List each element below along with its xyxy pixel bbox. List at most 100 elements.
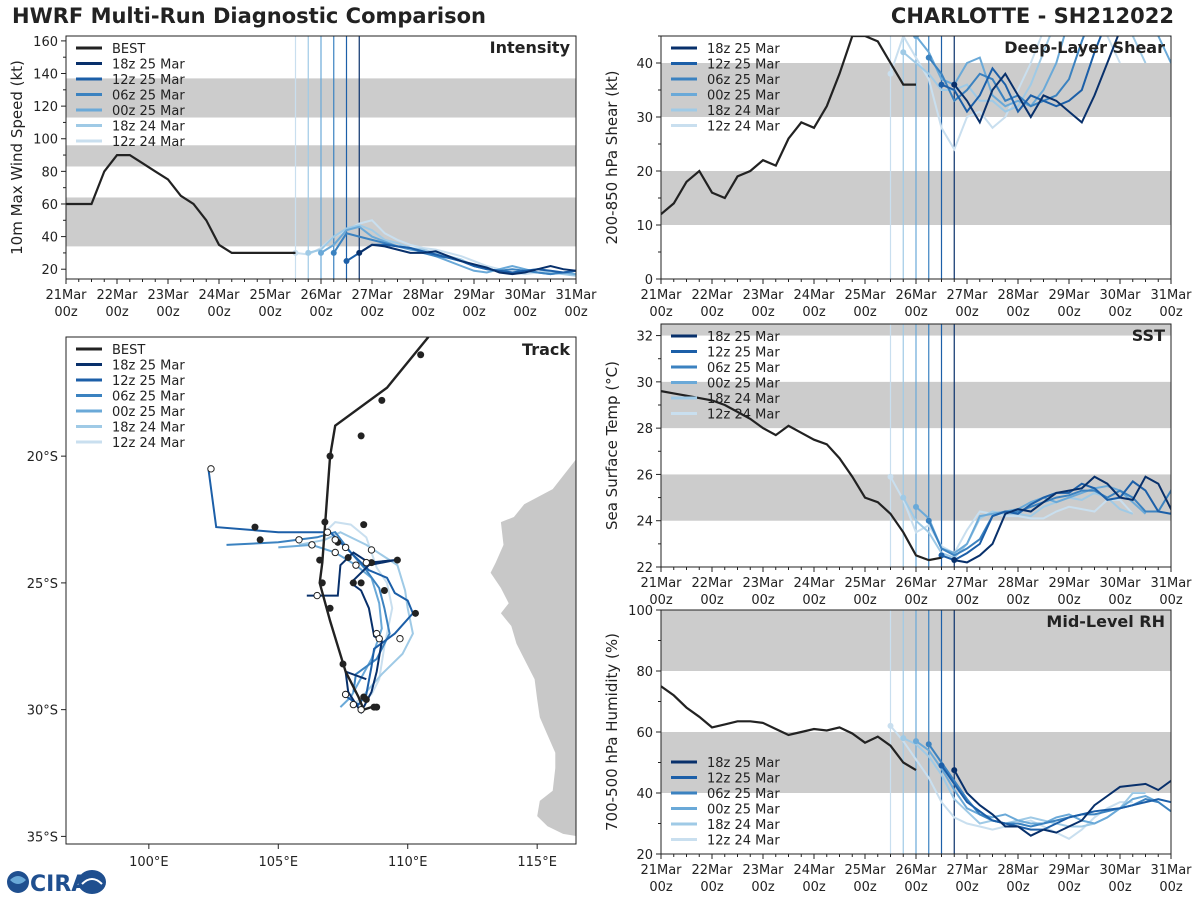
track-legend-label: 12z 25 Mar (112, 374, 185, 389)
sst-ytick-label: 28 (636, 422, 653, 437)
shear-legend-label: 18z 24 Mar (707, 104, 780, 119)
shear-legend-label: 00z 25 Mar (707, 89, 780, 104)
track-legend-label: 06z 25 Mar (112, 390, 185, 405)
land-mass (491, 332, 581, 849)
sst-legend-label: 18z 25 Mar (707, 330, 780, 345)
track-marker-open (208, 466, 214, 472)
intensity-legend-label: 12z 25 Mar (112, 73, 185, 88)
rh-xtick-label-day: 28Mar (997, 863, 1039, 878)
track-marker-filled (412, 610, 419, 617)
track-plot-area (208, 332, 581, 849)
sst-xtick-label-day: 21Mar (640, 576, 682, 591)
track-marker-open (350, 701, 356, 707)
sst-title: SST (1132, 326, 1165, 345)
shear-series-start-5 (888, 71, 894, 77)
rh-xtick-label-day: 29Mar (1048, 863, 1090, 878)
rh-ytick-label: 100 (628, 604, 653, 619)
track-marker-filled (360, 521, 367, 528)
intensity-panel: 2040608010012014016021Mar00z22Mar00z23Ma… (8, 35, 665, 320)
intensity-xtick-label-day: 30Mar (504, 288, 546, 303)
shear-xtick-label-day: 28Mar (997, 288, 1039, 303)
rh-xtick-label-day: 22Mar (691, 863, 733, 878)
rh-legend-label: 12z 25 Mar (707, 772, 780, 787)
shear-xtick-label-hour: 00z (904, 305, 928, 320)
rh-ytick-label: 20 (636, 848, 653, 863)
track-legend-label: 18z 25 Mar (112, 359, 185, 374)
best-track-marker (319, 579, 326, 586)
sst-xtick-label-hour: 00z (955, 593, 979, 608)
sst-xtick-label-day: 31Mar (1150, 576, 1192, 591)
shear-xtick-label-hour: 00z (955, 305, 979, 320)
rh-legend-label: 12z 24 Mar (707, 834, 780, 849)
track-marker-filled (358, 579, 365, 586)
shear-xtick-label-hour: 00z (649, 305, 673, 320)
intensity-xtick-label-day: 21Mar (45, 288, 87, 303)
track-marker-open (363, 559, 369, 565)
track-marker-filled (345, 554, 352, 561)
intensity-xtick-label-day: 31Mar (555, 288, 597, 303)
shear-legend-label: 12z 24 Mar (707, 120, 780, 135)
intensity-xtick-label-day: 26Mar (300, 288, 342, 303)
intensity-ytick-label: 160 (33, 35, 58, 50)
intensity-ytick-label: 20 (41, 263, 58, 278)
sst-xtick-label-hour: 00z (1057, 593, 1081, 608)
track-xtick-label: 115°E (517, 855, 557, 870)
shear-series-start-0 (951, 82, 957, 88)
rh-xtick-label-hour: 00z (1108, 880, 1132, 895)
track-marker-open (332, 549, 338, 555)
track-marker-open (376, 635, 382, 641)
sst-ytick-label: 24 (636, 515, 653, 530)
rh-series-start-4 (900, 735, 906, 741)
sst-series-start-2 (926, 518, 932, 524)
track-marker-open (353, 562, 359, 568)
intensity-series-start-2 (331, 250, 337, 256)
intensity-xtick-label-day: 23Mar (147, 288, 189, 303)
sst-legend-label: 12z 24 Mar (707, 408, 780, 423)
shear-legend-label: 12z 25 Mar (707, 58, 780, 73)
sst-xtick-label-day: 23Mar (742, 576, 784, 591)
shear-xtick-label-day: 23Mar (742, 288, 784, 303)
sst-ylabel: Sea Surface Temp (°C) (603, 361, 621, 530)
track-marker-open (309, 542, 315, 548)
intensity-series-start-1 (344, 258, 350, 264)
sst-xtick-label-hour: 00z (802, 593, 826, 608)
track-marker-filled (360, 693, 367, 700)
track-marker-filled (371, 704, 378, 711)
track-ytick-label: 20°S (27, 450, 58, 465)
shear-xtick-label-day: 27Mar (946, 288, 988, 303)
rh-legend-label: 06z 25 Mar (707, 787, 780, 802)
intensity-xtick-label-hour: 00z (513, 305, 537, 320)
intensity-xtick-label-hour: 00z (258, 305, 282, 320)
rh-xtick-label-hour: 00z (751, 880, 775, 895)
shear-xtick-label-day: 24Mar (793, 288, 835, 303)
satellite-icon (78, 870, 106, 894)
shear-xtick-label-hour: 00z (1006, 305, 1030, 320)
shear-ytick-label: 0 (645, 273, 653, 288)
intensity-ylabel: 10m Max Wind Speed (kt) (8, 60, 26, 255)
sst-xtick-label-hour: 00z (751, 593, 775, 608)
rh-series-start-0 (951, 767, 957, 773)
intensity-series-start-4 (305, 250, 311, 256)
shear-xtick-label-hour: 00z (700, 305, 724, 320)
intensity-ytick-label: 60 (41, 198, 58, 213)
intensity-xtick-label-hour: 00z (411, 305, 435, 320)
shear-xtick-label-hour: 00z (1108, 305, 1132, 320)
shear-xtick-label-hour: 00z (853, 305, 877, 320)
shear-xtick-label-hour: 00z (751, 305, 775, 320)
sst-xtick-label-day: 22Mar (691, 576, 733, 591)
rh-title: Mid-Level RH (1046, 612, 1165, 631)
track-ytick-label: 35°S (27, 830, 58, 845)
rh-legend-label: 18z 25 Mar (707, 756, 780, 771)
rh-xtick-label-day: 24Mar (793, 863, 835, 878)
rh-xtick-label-day: 27Mar (946, 863, 988, 878)
track-xtick-label: 105°E (259, 855, 299, 870)
track-ytick-label: 30°S (27, 704, 58, 719)
intensity-ytick-label: 100 (33, 133, 58, 148)
sst-panel: 22242628303221Mar00z22Mar00z23Mar00z24Ma… (603, 324, 1200, 608)
sst-xtick-label-day: 27Mar (946, 576, 988, 591)
sst-xtick-label-day: 30Mar (1099, 576, 1141, 591)
shear-legend-label: 06z 25 Mar (707, 73, 780, 88)
intensity-xtick-label-day: 25Mar (249, 288, 291, 303)
shear-series-start-4 (900, 49, 906, 55)
